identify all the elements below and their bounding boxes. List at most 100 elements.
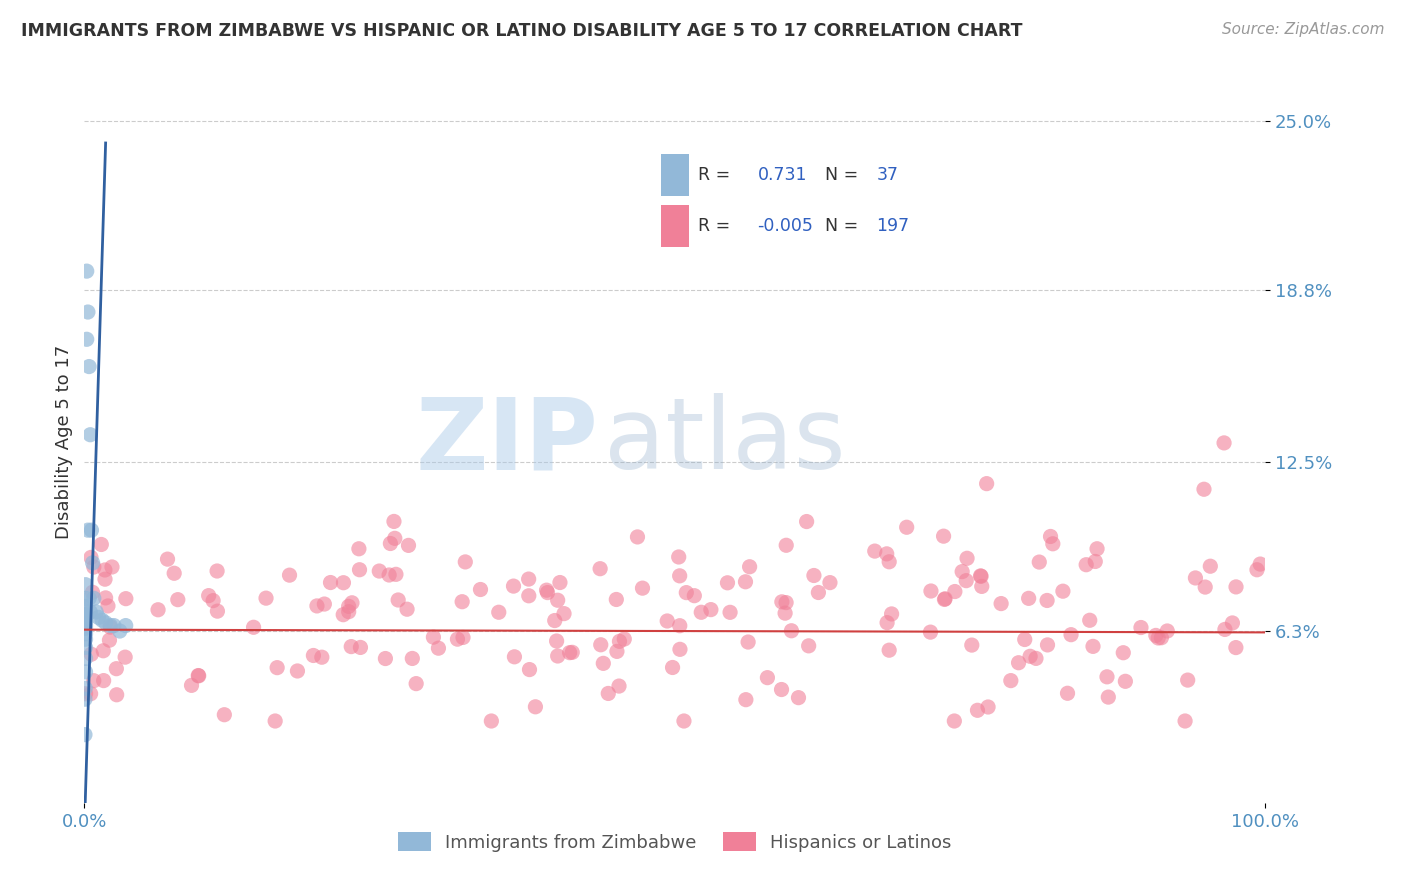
Point xyxy=(77,523,100,537)
Point xyxy=(1213,623,1236,637)
Point xyxy=(920,584,942,599)
Point xyxy=(977,700,1000,714)
Point xyxy=(877,643,900,657)
Point xyxy=(93,673,115,688)
Point xyxy=(606,644,628,658)
Point xyxy=(75,651,97,665)
Point xyxy=(589,638,612,652)
Point xyxy=(401,651,423,665)
Text: atlas: atlas xyxy=(605,393,845,490)
Point xyxy=(387,593,409,607)
Point xyxy=(734,574,756,589)
Point xyxy=(690,605,713,619)
Point xyxy=(934,592,956,607)
Point xyxy=(669,642,692,657)
Point xyxy=(368,564,391,578)
Point xyxy=(896,520,918,534)
Point xyxy=(73,692,96,706)
Point xyxy=(180,678,202,692)
Point xyxy=(451,631,474,645)
Point xyxy=(451,595,474,609)
Point xyxy=(668,549,690,564)
Point xyxy=(382,515,405,529)
Point xyxy=(880,607,903,621)
Point xyxy=(77,359,100,374)
Point xyxy=(605,592,627,607)
Point xyxy=(146,603,169,617)
Text: IMMIGRANTS FROM ZIMBABWE VS HISPANIC OR LATINO DISABILITY AGE 5 TO 17 CORRELATIO: IMMIGRANTS FROM ZIMBABWE VS HISPANIC OR … xyxy=(21,22,1022,40)
Point xyxy=(1007,656,1029,670)
Text: -0.005: -0.005 xyxy=(758,218,813,235)
Point xyxy=(470,582,492,597)
Point xyxy=(77,305,100,319)
Point xyxy=(302,648,325,663)
Point xyxy=(84,605,107,619)
Point xyxy=(607,679,630,693)
Point xyxy=(374,651,396,665)
Point xyxy=(83,560,105,574)
Point xyxy=(1052,584,1074,599)
Point xyxy=(1156,624,1178,638)
Point xyxy=(1192,482,1215,496)
Point xyxy=(75,621,97,635)
Point xyxy=(668,569,690,583)
Point xyxy=(517,572,540,586)
Point xyxy=(398,538,420,552)
Text: R =: R = xyxy=(697,166,735,184)
Point xyxy=(166,592,188,607)
Point xyxy=(700,602,723,616)
Point xyxy=(970,569,993,583)
Point xyxy=(1014,632,1036,647)
Point xyxy=(1177,673,1199,687)
Point xyxy=(115,591,138,606)
Text: 37: 37 xyxy=(876,166,898,184)
Point xyxy=(91,644,114,658)
Point xyxy=(553,607,575,621)
Point xyxy=(1199,559,1222,574)
Point xyxy=(536,583,558,598)
Point xyxy=(75,681,97,696)
Point xyxy=(91,613,114,627)
Point xyxy=(544,614,567,628)
Point xyxy=(94,563,117,577)
Point xyxy=(1225,580,1247,594)
Point xyxy=(863,544,886,558)
Point xyxy=(83,591,105,606)
Point xyxy=(519,663,541,677)
Point xyxy=(98,633,121,648)
Point xyxy=(970,579,993,593)
Point xyxy=(446,632,468,647)
Point xyxy=(76,332,98,346)
Point xyxy=(83,673,105,688)
Point xyxy=(1000,673,1022,688)
Point xyxy=(75,591,97,606)
Point xyxy=(675,585,697,599)
Point xyxy=(558,646,581,660)
Point xyxy=(75,599,97,614)
Point xyxy=(737,635,759,649)
Point xyxy=(1097,690,1119,704)
Point xyxy=(422,630,444,644)
Point xyxy=(990,597,1012,611)
Point xyxy=(1019,649,1042,664)
Point xyxy=(97,599,120,613)
Point xyxy=(657,614,679,628)
Point xyxy=(609,634,631,648)
Point xyxy=(1056,686,1078,700)
Point xyxy=(966,703,988,717)
Point xyxy=(103,618,125,632)
Point xyxy=(1194,580,1216,594)
Point xyxy=(101,560,124,574)
Point xyxy=(598,686,620,700)
Text: Source: ZipAtlas.com: Source: ZipAtlas.com xyxy=(1222,22,1385,37)
Point xyxy=(80,550,103,565)
Point xyxy=(773,606,796,620)
Point xyxy=(976,476,998,491)
Point xyxy=(876,547,898,561)
Point xyxy=(626,530,648,544)
Point xyxy=(479,714,502,728)
Point xyxy=(75,687,97,701)
Point xyxy=(197,589,219,603)
Point xyxy=(114,618,136,632)
Point xyxy=(787,690,810,705)
